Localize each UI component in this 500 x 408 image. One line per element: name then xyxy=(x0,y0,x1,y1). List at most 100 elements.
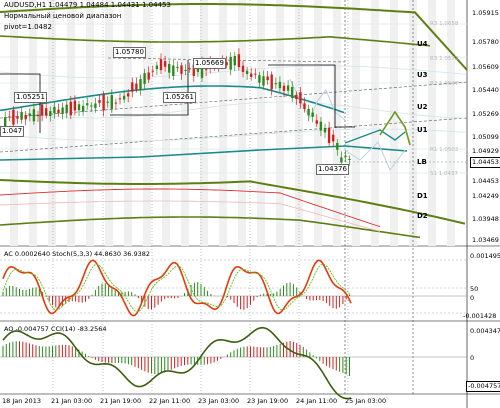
period-band xyxy=(162,0,170,246)
candle-body xyxy=(221,60,224,63)
candle-body xyxy=(295,95,298,100)
candle-body xyxy=(274,83,277,85)
candle-body xyxy=(12,109,15,125)
candle-body xyxy=(81,105,85,112)
candle-body xyxy=(344,155,347,157)
candle-body xyxy=(143,73,146,84)
channel-box xyxy=(0,73,41,133)
candle-body xyxy=(90,105,93,107)
candle-body xyxy=(286,85,290,91)
candle-body xyxy=(348,158,351,160)
candle-body xyxy=(20,112,23,120)
candle-body xyxy=(254,73,257,75)
candle-body xyxy=(122,95,126,100)
ma-line-long xyxy=(0,145,408,161)
forecast-line xyxy=(344,141,406,171)
candle-body xyxy=(233,56,236,66)
period-band xyxy=(428,0,436,246)
period-band xyxy=(333,0,341,246)
period-band xyxy=(257,0,265,246)
candle-body xyxy=(127,93,130,97)
candle-body xyxy=(4,117,7,127)
candle-body xyxy=(77,104,81,111)
period-band xyxy=(238,0,246,246)
candle-body xyxy=(336,142,339,150)
period-band xyxy=(447,0,455,246)
candle-body xyxy=(24,114,27,120)
candle-body xyxy=(168,63,171,73)
period-band xyxy=(276,0,284,246)
candle-body xyxy=(32,109,36,122)
candle-body xyxy=(110,95,113,109)
candle-body xyxy=(278,81,282,89)
candle-body xyxy=(155,65,159,70)
candle-body xyxy=(245,70,249,75)
candle-body xyxy=(69,101,72,116)
candle-body xyxy=(61,107,64,114)
candle-body xyxy=(114,102,118,104)
candle-body xyxy=(102,94,105,111)
candle-body xyxy=(225,62,228,66)
candle-body xyxy=(86,103,89,106)
candle-body xyxy=(106,101,109,103)
candle-body xyxy=(49,111,52,117)
candle-body xyxy=(45,108,48,116)
candle-body xyxy=(131,82,134,92)
candle-body xyxy=(213,64,216,68)
outer-band-top xyxy=(0,3,468,71)
period-band xyxy=(409,0,417,246)
inner-band xyxy=(0,65,466,79)
candle-body xyxy=(28,113,31,117)
candle-body xyxy=(262,76,265,86)
candle-body xyxy=(180,65,183,74)
inner-band xyxy=(0,128,466,142)
candle-body xyxy=(196,66,200,72)
candle-body xyxy=(209,60,212,69)
stoch-signal xyxy=(2,263,352,313)
candle-body xyxy=(311,112,314,117)
candle-body xyxy=(258,75,261,83)
period-band xyxy=(143,0,151,246)
ma-forecast xyxy=(344,129,406,144)
period-band xyxy=(181,0,189,246)
candle-body xyxy=(151,70,154,72)
red-band-soft xyxy=(0,200,381,232)
trendline xyxy=(0,81,468,119)
channel-box xyxy=(110,60,189,116)
candle-body xyxy=(36,114,40,117)
stoch-main xyxy=(2,259,352,317)
period-band xyxy=(352,0,360,246)
candle-body xyxy=(270,74,273,90)
candle-body xyxy=(57,109,60,114)
period-band xyxy=(390,0,398,246)
period-band xyxy=(124,0,132,246)
trendline xyxy=(0,117,468,153)
candle-body xyxy=(8,116,11,118)
candle-body xyxy=(184,69,187,71)
candle-body xyxy=(200,62,204,78)
candle-body xyxy=(139,79,142,91)
candle-body xyxy=(98,100,101,103)
candle-body xyxy=(241,65,245,72)
candle-body xyxy=(53,106,56,114)
candle-body xyxy=(303,103,306,110)
candle-body xyxy=(73,100,77,111)
candle-body xyxy=(266,76,269,81)
candle-body xyxy=(299,92,302,104)
candle-body xyxy=(323,127,327,133)
candle-body xyxy=(250,73,253,77)
candle-body xyxy=(319,121,323,131)
candle-body xyxy=(94,103,97,109)
candle-body xyxy=(65,104,68,113)
candle-body xyxy=(332,134,335,142)
candle-body xyxy=(188,68,191,70)
red-band xyxy=(0,188,381,228)
candle-body xyxy=(204,69,208,71)
candle-body xyxy=(217,65,220,67)
candle-body xyxy=(16,116,19,119)
candle-body xyxy=(118,98,122,100)
period-band xyxy=(219,0,227,246)
ma-line xyxy=(0,85,345,114)
outer-band-bottom xyxy=(0,179,466,225)
